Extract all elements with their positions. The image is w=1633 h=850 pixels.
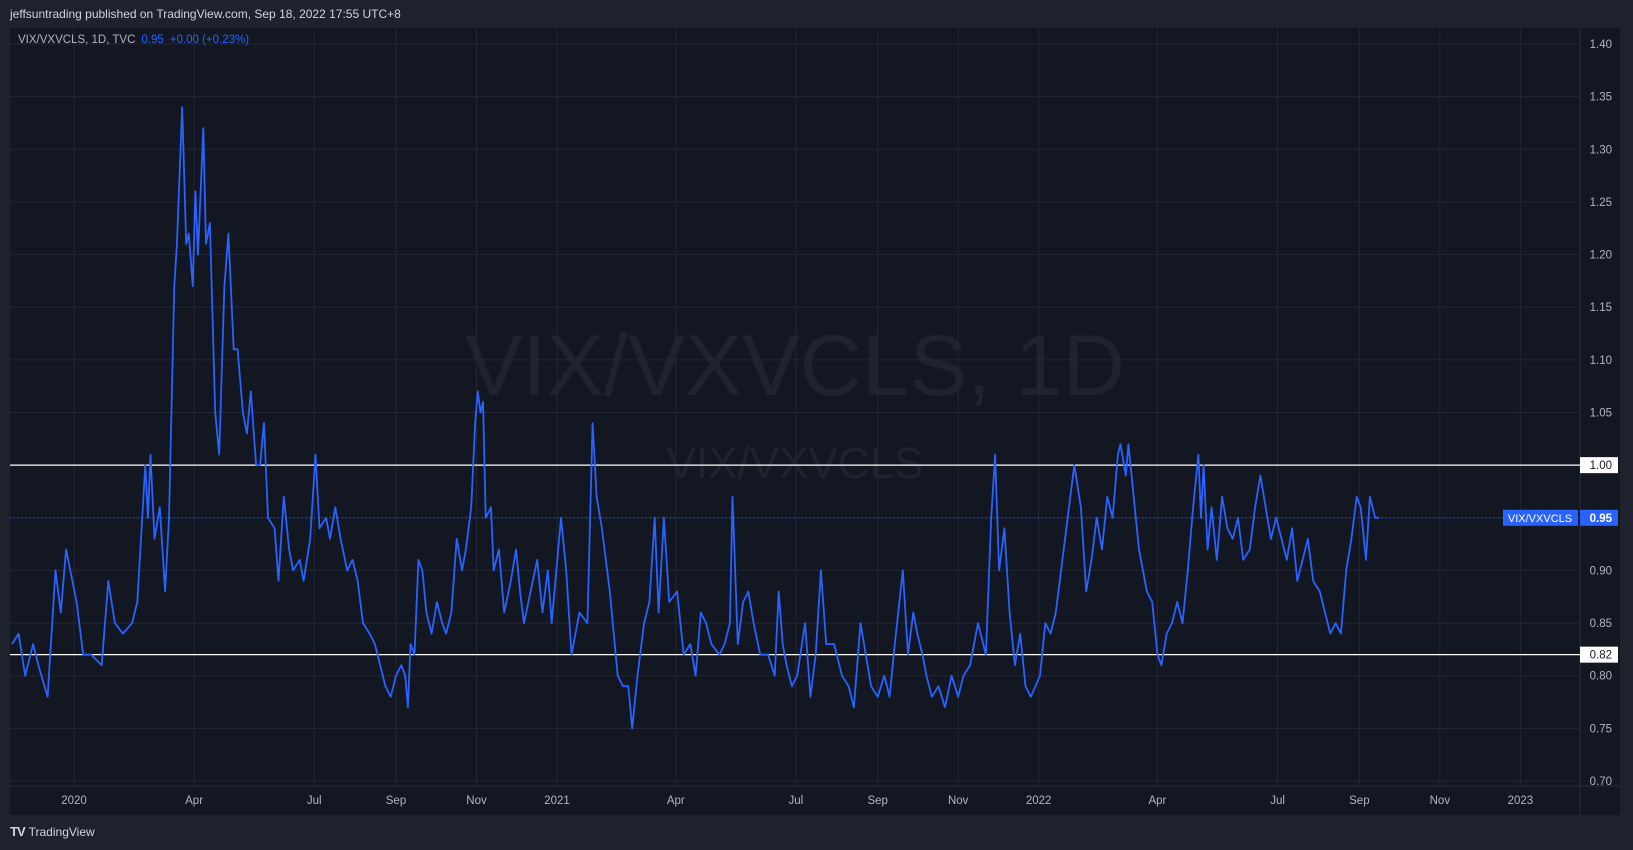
y-tick-label: 1.15 [1590,302,1612,314]
y-tick-label: 1.35 [1590,92,1612,104]
x-tick-label: Sep [386,795,406,807]
watermark-subtitle: VIX/VXVCLS [667,439,924,488]
time-axis [10,786,1580,815]
x-tick-label: Nov [466,795,487,807]
x-tick-label: Sep [867,795,887,807]
x-tick-label: Jul [789,795,804,807]
y-tick-label: 1.10 [1590,355,1612,367]
footer-brand[interactable]: TV TradingView [10,824,95,839]
x-tick-label: Jul [1270,795,1285,807]
series-name-label: VIX/VXVCLS [1508,513,1572,525]
series-name-label-box [1503,509,1578,526]
plot-area [10,28,1580,786]
level-label-box [1580,646,1618,663]
y-tick-label: 1.30 [1590,144,1612,156]
watermark-title: VIX/VXVCLS, 1D [465,318,1125,414]
y-tick-label: 1.05 [1590,408,1612,420]
x-tick-label: Nov [948,795,969,807]
x-tick-label: Apr [667,795,685,807]
level-label: 0.82 [1590,650,1612,662]
x-tick-label: 2023 [1508,795,1534,807]
x-tick-label: Nov [1430,795,1451,807]
x-tick-label: 2022 [1026,795,1052,807]
y-tick-label: 1.25 [1590,197,1612,209]
x-tick-label: Apr [185,795,203,807]
symbol-legend[interactable]: VIX/VXVCLS, 1D, TVC 0.95 +0.00 (+0.23%) [18,34,249,46]
x-tick-label: Jul [307,795,322,807]
brand-name: TradingView [28,824,95,839]
legend-symbol: VIX/VXVCLS, 1D, TVC [18,34,136,46]
y-tick-label: 0.85 [1590,618,1612,630]
y-tick-label: 0.70 [1590,776,1612,788]
x-tick-label: Sep [1349,795,1369,807]
publish-info: jeffsuntrading published on TradingView.… [10,7,401,21]
y-tick-label: 0.75 [1590,723,1612,735]
x-tick-label: 2020 [61,795,87,807]
level-label: 1.00 [1590,460,1612,472]
tradingview-logo-icon: TV [10,824,26,839]
last-price-label: 0.95 [1590,513,1613,525]
level-label-box [1580,457,1618,474]
last-price-label-box [1580,509,1618,526]
legend-change: +0.00 (+0.23%) [169,34,250,46]
y-tick-label: 0.90 [1590,565,1612,577]
y-tick-label: 1.20 [1590,250,1612,262]
x-tick-label: Apr [1148,795,1166,807]
x-tick-label: 2021 [544,795,570,807]
y-tick-label: 0.80 [1590,671,1612,683]
legend-last-value: 0.95 [141,34,164,46]
y-tick-label: 1.40 [1590,39,1612,51]
price-axis [1580,28,1620,815]
series-line-vix-vxvcls [11,106,1380,730]
